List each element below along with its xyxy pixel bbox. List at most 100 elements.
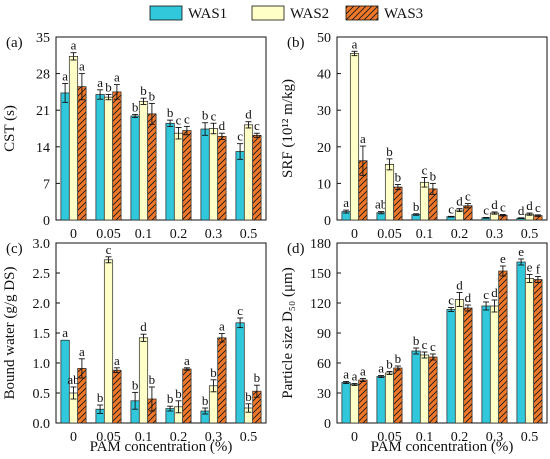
x-tick-label: 0.05 bbox=[96, 227, 121, 242]
y-tick-label: 14 bbox=[36, 141, 50, 156]
legend-label: WAS1 bbox=[188, 6, 227, 22]
bar-was2 bbox=[103, 96, 114, 221]
x-tick-label: 0.3 bbox=[486, 227, 504, 242]
significance-letter: b bbox=[149, 88, 156, 103]
y-axis-label: CST (s) bbox=[2, 105, 18, 152]
significance-letter: b bbox=[386, 144, 393, 159]
bar-was3 bbox=[112, 369, 122, 424]
y-tick-label: 0 bbox=[324, 417, 331, 432]
bar-was3 bbox=[182, 130, 192, 221]
bar-was2 bbox=[349, 53, 360, 221]
x-tick-label: 0.1 bbox=[416, 430, 434, 445]
significance-letter: b bbox=[386, 357, 393, 372]
bar-was1 bbox=[130, 115, 140, 221]
legend-swatch bbox=[345, 5, 379, 21]
significance-letter: d bbox=[526, 198, 533, 213]
legend-label: WAS2 bbox=[290, 6, 329, 22]
y-tick-label: 150 bbox=[310, 267, 331, 282]
y-tick-label: 20 bbox=[317, 141, 331, 156]
bar-was1 bbox=[235, 151, 245, 221]
y-tick-label: 50 bbox=[317, 31, 331, 46]
significance-letter: b bbox=[430, 168, 437, 183]
significance-letter: d bbox=[491, 285, 498, 300]
bar-was1 bbox=[200, 128, 210, 221]
bar-was1 bbox=[235, 322, 245, 424]
significance-letter: a bbox=[343, 367, 349, 382]
significance-letter: b bbox=[202, 108, 209, 123]
y-axis-label: Bound water (g/g DS) bbox=[2, 267, 18, 400]
significance-letter: d bbox=[491, 197, 498, 212]
plot-frame bbox=[55, 242, 267, 424]
x-tick-label: 0.5 bbox=[240, 227, 258, 242]
panel-label: (b) bbox=[287, 35, 305, 51]
significance-letter: b bbox=[167, 105, 174, 120]
x-tick-label: 0.05 bbox=[96, 430, 121, 445]
y-tick-label: 28 bbox=[36, 68, 50, 83]
y-axis-label: SRF (10¹² m/kg) bbox=[280, 79, 296, 178]
significance-letter: b bbox=[105, 80, 112, 95]
significance-letter: b bbox=[132, 99, 139, 114]
significance-letter: a bbox=[360, 131, 366, 146]
bar-was2 bbox=[103, 259, 114, 424]
significance-letter: b bbox=[210, 365, 217, 380]
x-tick-label: 0.2 bbox=[170, 227, 188, 242]
bar-was3 bbox=[252, 134, 262, 221]
x-tick-label: 0.05 bbox=[377, 227, 402, 242]
y-tick-label: 40 bbox=[317, 68, 331, 83]
x-tick-label: 0 bbox=[70, 227, 77, 242]
significance-letter: a bbox=[360, 364, 366, 379]
significance-letter: b bbox=[413, 333, 420, 348]
panel-label: (c) bbox=[6, 241, 23, 257]
bar-was1 bbox=[411, 350, 421, 424]
significance-letter: d bbox=[465, 290, 472, 305]
x-tick-label: 0.05 bbox=[377, 430, 402, 445]
x-tick-label: 0.5 bbox=[521, 227, 539, 242]
x-tick-label: 0.3 bbox=[486, 430, 504, 445]
bar-was3 bbox=[77, 86, 87, 221]
significance-letter: c bbox=[448, 293, 454, 308]
y-tick-label: 35 bbox=[36, 31, 50, 46]
y-tick-label: 30 bbox=[317, 387, 331, 402]
significance-letter: a bbox=[114, 70, 120, 85]
significance-letter: d bbox=[219, 118, 226, 133]
bar-was1 bbox=[60, 339, 70, 424]
significance-letter: b bbox=[175, 386, 182, 401]
significance-letter: b bbox=[149, 372, 156, 387]
significance-letter: a bbox=[71, 38, 77, 53]
significance-letter: a bbox=[79, 59, 85, 74]
y-tick-label: 3.0 bbox=[33, 237, 51, 252]
bar-was3 bbox=[463, 307, 473, 424]
significance-letter: d bbox=[456, 194, 463, 209]
significance-letter: c bbox=[237, 303, 243, 318]
significance-letter: a bbox=[184, 353, 190, 368]
bar-was2 bbox=[384, 372, 395, 424]
bar-was2 bbox=[524, 278, 535, 424]
significance-letter: c bbox=[184, 111, 190, 126]
x-tick-label: 0.2 bbox=[170, 430, 188, 445]
significance-letter: c bbox=[254, 118, 260, 133]
x-tick-label: 0.2 bbox=[451, 430, 469, 445]
significance-letter: c bbox=[176, 112, 182, 127]
significance-letter: ab bbox=[375, 197, 387, 212]
bar-was2 bbox=[68, 55, 79, 221]
panel-label: (a) bbox=[6, 35, 23, 51]
significance-letter: a bbox=[352, 369, 358, 384]
bar-was3 bbox=[393, 367, 403, 424]
bar-was3 bbox=[112, 91, 122, 221]
x-tick-label: 0 bbox=[351, 227, 358, 242]
bar-was2 bbox=[243, 124, 254, 221]
significance-letter: a bbox=[219, 319, 225, 334]
significance-letter: b bbox=[97, 390, 104, 405]
y-tick-label: 10 bbox=[317, 177, 331, 192]
significance-letter: b bbox=[254, 370, 261, 385]
significance-letter: c bbox=[211, 108, 217, 123]
x-tick-label: 0.1 bbox=[416, 227, 434, 242]
y-tick-label: 1.0 bbox=[33, 357, 51, 372]
bar-was2 bbox=[454, 299, 465, 424]
x-axis-label: PAM concentration (%) bbox=[90, 439, 233, 455]
significance-letter: b bbox=[413, 199, 420, 214]
y-tick-label: 0 bbox=[43, 214, 50, 229]
